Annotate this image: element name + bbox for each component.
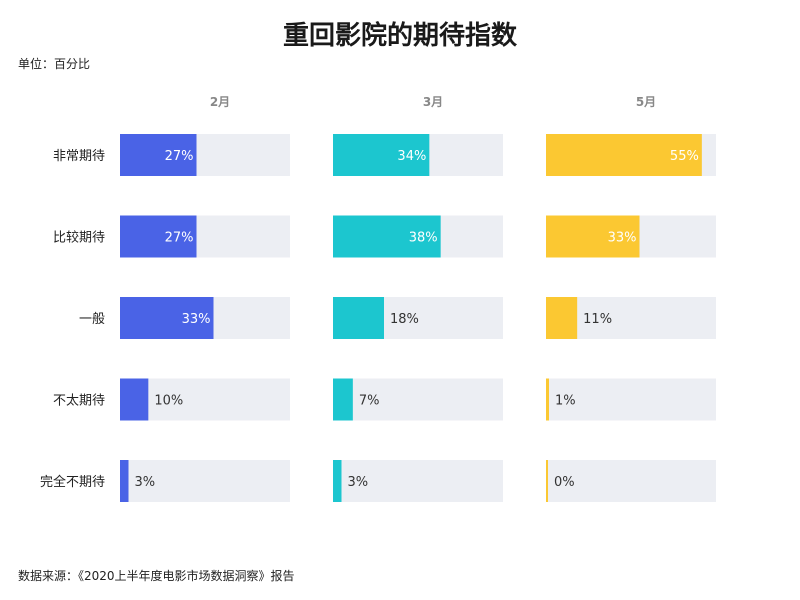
data-label: 10% xyxy=(154,394,183,409)
bar xyxy=(120,215,197,258)
data-label: 0% xyxy=(554,475,575,490)
category-label: 比较期待 xyxy=(53,231,105,246)
bar xyxy=(546,134,702,176)
bar-track xyxy=(546,378,716,421)
bar-track xyxy=(333,460,503,502)
data-label: 7% xyxy=(359,394,380,409)
data-label: 1% xyxy=(555,394,576,409)
data-label: 27% xyxy=(165,231,194,246)
data-label: 33% xyxy=(182,312,211,327)
series-label: 5月 xyxy=(636,95,656,109)
bar xyxy=(120,460,129,502)
series-label: 2月 xyxy=(210,95,230,109)
bar xyxy=(333,297,384,339)
bar xyxy=(120,134,197,176)
chart-title: 重回影院的期待指数 xyxy=(283,20,518,51)
category-label: 一般 xyxy=(79,311,105,327)
bar xyxy=(546,297,578,339)
data-label: 3% xyxy=(348,475,369,490)
data-label: 3% xyxy=(135,475,156,490)
data-label: 18% xyxy=(390,312,419,327)
bar xyxy=(333,460,342,502)
data-label: 34% xyxy=(397,149,426,164)
bar xyxy=(546,460,548,502)
data-label: 27% xyxy=(165,149,194,164)
bar xyxy=(120,297,214,339)
data-label: 11% xyxy=(583,312,612,327)
bar xyxy=(546,215,640,258)
category-label: 完全不期待 xyxy=(40,474,105,490)
category-label: 非常期待 xyxy=(53,149,105,164)
unit-label: 单位：百分比 xyxy=(18,56,90,71)
source-label: 数据来源：《2020上半年度电影市场数据洞察》报告 xyxy=(18,568,295,583)
bar-track xyxy=(333,378,503,421)
bar xyxy=(333,215,441,258)
series-label: 3月 xyxy=(423,95,443,109)
bar-track xyxy=(546,460,716,502)
data-label: 38% xyxy=(409,231,438,246)
data-label: 33% xyxy=(608,231,637,246)
data-label: 55% xyxy=(670,149,699,164)
category-label: 不太期待 xyxy=(53,394,105,409)
bar xyxy=(333,134,430,176)
bar xyxy=(333,378,353,421)
bar-track xyxy=(120,460,290,502)
bar xyxy=(546,378,549,421)
bar xyxy=(120,378,149,421)
